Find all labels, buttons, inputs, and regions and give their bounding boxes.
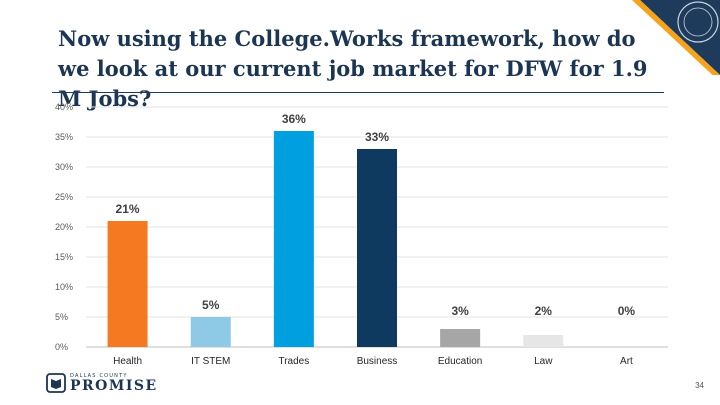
y-tick-label: 5%	[55, 312, 68, 322]
y-tick-label: 40%	[55, 102, 73, 112]
bar-education	[440, 329, 481, 347]
y-tick-label: 25%	[55, 192, 73, 202]
bar-law	[523, 335, 564, 347]
x-tick-label: Education	[438, 356, 482, 367]
data-label: 36%	[282, 112, 306, 126]
x-tick-label: Trades	[278, 356, 309, 367]
y-tick-label: 30%	[55, 162, 73, 172]
x-tick-label: Art	[620, 356, 633, 367]
slide-title: Now using the College.Works framework, h…	[58, 24, 658, 114]
x-tick-label: Health	[113, 356, 142, 367]
book-icon	[46, 373, 66, 393]
x-tick-label: IT STEM	[191, 356, 230, 367]
logo-big-text: PROMISE	[70, 377, 158, 394]
x-tick-label: Business	[357, 356, 398, 367]
bar-it-stem	[190, 317, 231, 347]
title-bold: current job market for DFW for 1.9 M Job…	[58, 56, 648, 111]
y-tick-label: 10%	[55, 282, 73, 292]
data-label: 0%	[618, 304, 636, 318]
data-label: 2%	[535, 304, 553, 318]
bar-health	[107, 221, 148, 347]
bar-business	[357, 149, 397, 347]
title-regular: Now using the College.Works framework, h…	[58, 26, 636, 81]
logo-small-text: DALLAS COUNTY	[70, 372, 128, 379]
data-label: 5%	[202, 298, 220, 312]
data-label: 3%	[451, 304, 469, 318]
y-tick-label: 20%	[55, 222, 73, 232]
county-seal-icon	[632, 0, 720, 75]
x-tick-label: Law	[534, 356, 553, 367]
y-tick-label: 35%	[55, 132, 73, 142]
data-label: 21%	[116, 202, 140, 216]
title-underline	[52, 92, 664, 93]
y-tick-label: 0%	[55, 342, 68, 352]
y-tick-label: 15%	[55, 252, 73, 262]
dallas-county-promise-logo: DALLAS COUNTY PROMISE	[46, 371, 158, 395]
bar-trades	[273, 131, 314, 347]
data-label: 33%	[365, 130, 389, 144]
page-number: 34	[695, 381, 704, 390]
